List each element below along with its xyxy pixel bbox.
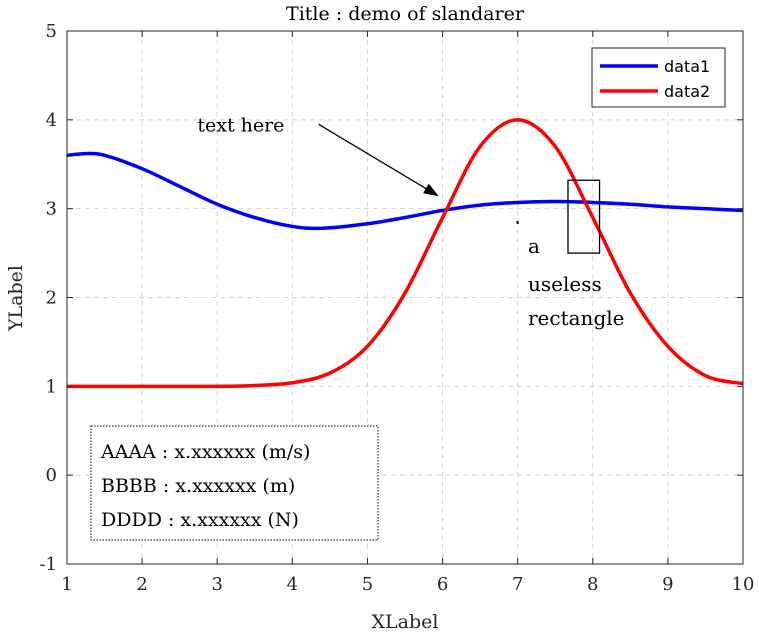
x-tick-label: 2 [136,574,147,595]
y-tick-label: 4 [46,110,57,131]
annotation-rectangle [567,179,601,254]
legend-box [591,47,726,108]
info-text-box: AAAA : x.xxxxxx (m/s) BBBB : x.xxxxxx (m… [90,425,379,541]
x-tick-label: 6 [437,574,448,595]
x-tick-label: 7 [512,574,523,595]
rectangle-label-line-3: rectangle [528,306,624,330]
y-tick-label: 2 [46,288,57,309]
info-line-3: DDDD : x.xxxxxx (N) [101,509,299,531]
y-axis-label: YLabel [5,265,27,332]
x-tick-label: 8 [587,574,598,595]
x-tick-label: 4 [287,574,298,595]
x-tick-label: 5 [362,574,373,595]
x-tick-label: 1 [61,574,72,595]
rectangle-label-line-2: useless [528,272,602,296]
legend: data1 data2 [591,47,726,108]
y-tick-label: -1 [39,554,57,575]
x-tick-label: 9 [662,574,673,595]
info-line-2: BBBB : x.xxxxxx (m) [101,475,295,497]
annotations: text here a useless rectangle [197,114,624,330]
x-axis-label: XLabel [372,611,439,633]
x-tick-label: 10 [732,574,755,595]
annotation-arrow-text: text here [197,114,284,136]
y-tick-label: 5 [46,21,57,42]
x-tick-label: 3 [211,574,222,595]
axis-ticks: 1 2 3 4 5 6 7 8 9 10 -1 0 1 2 3 4 5 [39,21,754,595]
legend-label-data2: data2 [664,82,710,101]
info-box-border [90,425,379,541]
legend-label-data1: data1 [664,57,710,76]
series-layer [66,118,744,389]
annotation-marker [516,220,519,224]
series-line-data2 [67,118,744,389]
chart-title: Title : demo of slandarer [286,3,525,25]
series-line-data1 [66,151,744,231]
rectangle-label-line-1: a [528,234,540,258]
y-tick-label: 0 [46,465,57,486]
info-line-1: AAAA : x.xxxxxx (m/s) [100,441,310,463]
annotation-arrow-head [423,183,439,197]
y-tick-label: 1 [46,376,57,397]
y-tick-label: 3 [46,199,57,220]
annotation-arrow [318,123,427,190]
